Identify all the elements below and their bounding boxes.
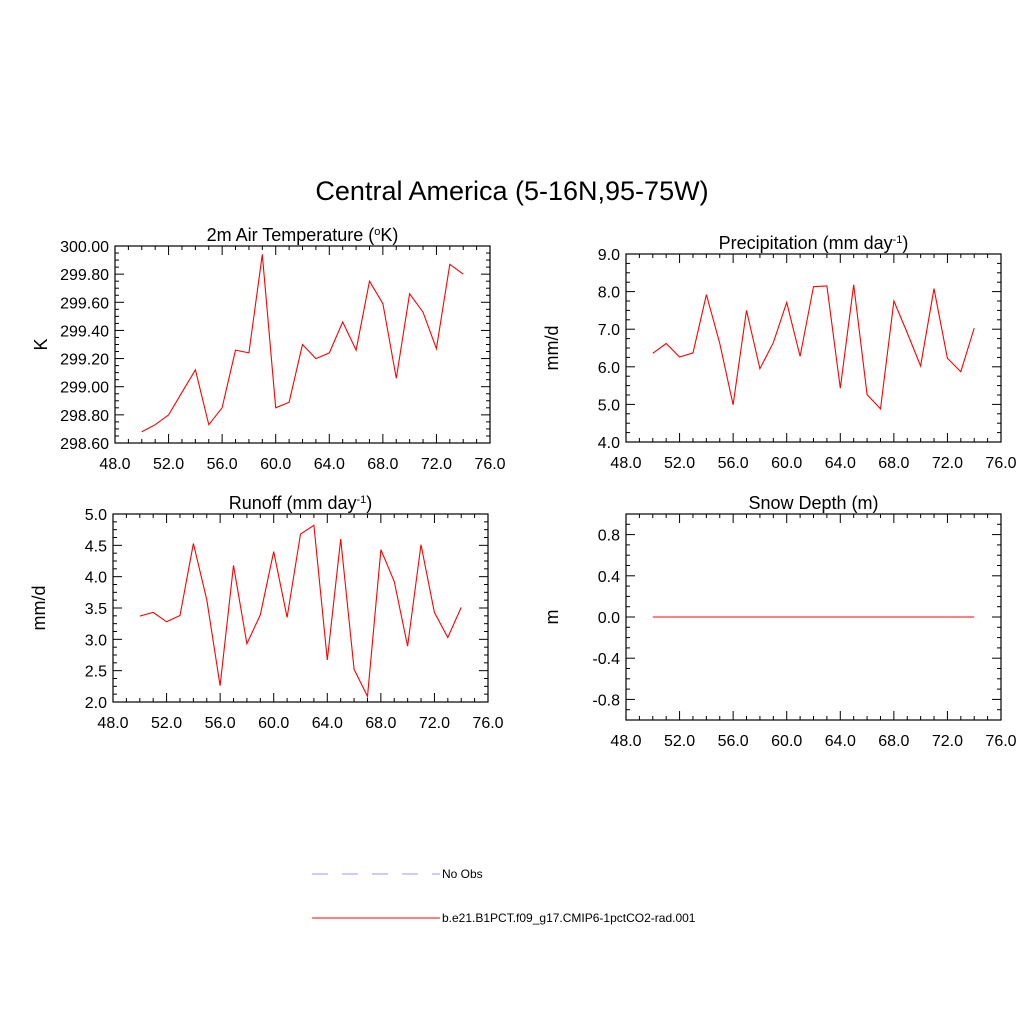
- panel-title-end: ): [366, 493, 372, 513]
- x-tick-label: 52.0: [153, 456, 184, 473]
- y-tick-label: 5.0: [85, 507, 107, 524]
- panel-title-base: Precipitation (mm day: [719, 233, 893, 253]
- legend-model-label: b.e21.B1PCT.f09_g17.CMIP6-1pctCO2-rad.00…: [442, 911, 696, 925]
- x-tick-label: 48.0: [97, 715, 128, 732]
- y-tick-label: 9.0: [598, 247, 620, 264]
- x-tick-label: 56.0: [207, 456, 238, 473]
- y-axis-label: K: [31, 338, 51, 350]
- panel-title-superscript: -1: [893, 234, 903, 246]
- y-tick-label: 299.40: [60, 323, 109, 340]
- x-tick-label: 48.0: [610, 733, 641, 750]
- x-tick-label: 68.0: [878, 455, 909, 472]
- plot-frame: [112, 513, 489, 703]
- series-line: [139, 524, 462, 699]
- panel-title: Runoff (mm day-1): [229, 493, 373, 513]
- x-tick-label: 72.0: [932, 733, 963, 750]
- y-tick-label: 3.0: [85, 632, 107, 649]
- x-tick-label: 60.0: [771, 455, 802, 472]
- x-tick-label: 48.0: [99, 456, 130, 473]
- y-tick-label: 8.0: [598, 285, 620, 302]
- series-line: [652, 284, 975, 411]
- x-tick-label: 52.0: [664, 455, 695, 472]
- y-tick-label: -0.8: [592, 692, 620, 709]
- panel-2: 48.0 52.0 56.0 60.0 64.0 68.0 72.0 76.0 4.0 5.0 6.…: [542, 233, 1017, 472]
- panels: 48.0 52.0 56.0 60.0 64.0 68.0 72.0 76.0 298.60 29…: [29, 225, 1017, 750]
- y-tick-label: 7.0: [598, 322, 620, 339]
- legend-obs-label: No Obs: [442, 867, 483, 881]
- x-tick-label: 68.0: [365, 715, 396, 732]
- x-tick-label: 76.0: [472, 715, 503, 732]
- y-tick-label: 0.4: [598, 569, 620, 586]
- panel-title-base: Snow Depth (m): [748, 493, 878, 513]
- y-tick-label: 0.0: [598, 610, 620, 627]
- y-tick-label: 298.60: [60, 436, 109, 453]
- x-tick-label: 72.0: [421, 456, 452, 473]
- y-tick-label: 0.8: [598, 528, 620, 545]
- x-tick-label: 52.0: [151, 715, 182, 732]
- y-tick-label: 300.00: [60, 239, 109, 256]
- x-tick-label: 64.0: [825, 455, 856, 472]
- legend: No Obs b.e21.B1PCT.f09_g17.CMIP6-1pctCO2…: [312, 867, 696, 925]
- panel-title-superscript: -1: [356, 494, 366, 506]
- figure-title: Central America (5-16N,95-75W): [315, 176, 708, 206]
- x-tick-label: 60.0: [258, 715, 289, 732]
- y-tick-label: 6.0: [598, 360, 620, 377]
- x-tick-label: 60.0: [260, 456, 291, 473]
- x-tick-label: 72.0: [419, 715, 450, 732]
- panel-title-superscript: o: [374, 226, 380, 238]
- series-line: [141, 254, 464, 433]
- y-tick-label: 2.5: [85, 664, 107, 681]
- x-tick-label: 48.0: [610, 455, 641, 472]
- panel-title-base: Runoff (mm day: [229, 493, 357, 513]
- y-tick-label: 299.60: [60, 295, 109, 312]
- y-tick-label: 299.20: [60, 352, 109, 369]
- x-tick-label: 76.0: [474, 456, 505, 473]
- x-tick-label: 68.0: [367, 456, 398, 473]
- panel-1: 48.0 52.0 56.0 60.0 64.0 68.0 72.0 76.0 298.60 29…: [31, 225, 506, 473]
- plot-frame: [625, 253, 1002, 443]
- y-tick-label: 4.0: [85, 570, 107, 587]
- panel-title-base: 2m Air Temperature (: [207, 225, 375, 245]
- x-tick-label: 56.0: [718, 733, 749, 750]
- panel-title-end: K): [380, 225, 398, 245]
- y-tick-label: 3.5: [85, 601, 107, 618]
- x-tick-label: 76.0: [985, 733, 1016, 750]
- y-tick-label: 2.0: [85, 695, 107, 712]
- x-tick-label: 56.0: [205, 715, 236, 732]
- x-tick-label: 76.0: [985, 455, 1016, 472]
- x-tick-label: 52.0: [664, 733, 695, 750]
- panel-title-end: ): [902, 233, 908, 253]
- panel-title: 2m Air Temperature (oK): [207, 225, 399, 245]
- x-tick-label: 64.0: [312, 715, 343, 732]
- x-tick-label: 56.0: [718, 455, 749, 472]
- y-tick-label: 298.80: [60, 408, 109, 425]
- x-tick-label: 68.0: [878, 733, 909, 750]
- panel-title: Precipitation (mm day-1): [719, 233, 909, 253]
- y-axis-label: mm/d: [29, 586, 49, 631]
- x-tick-label: 64.0: [825, 733, 856, 750]
- y-tick-label: 4.0: [598, 435, 620, 452]
- x-tick-label: 60.0: [771, 733, 802, 750]
- x-tick-label: 64.0: [314, 456, 345, 473]
- y-axis-label: m: [542, 610, 562, 625]
- y-tick-label: -0.4: [592, 651, 620, 668]
- y-tick-label: 299.00: [60, 380, 109, 397]
- panel-3: 48.0 52.0 56.0 60.0 64.0 68.0 72.0 76.0 2.0 2.5 3.…: [29, 493, 504, 732]
- y-tick-label: 4.5: [85, 538, 107, 555]
- panel-4: 48.0 52.0 56.0 60.0 64.0 68.0 72.0 76.0 -0.8 -0.4…: [542, 493, 1017, 750]
- y-tick-label: 5.0: [598, 397, 620, 414]
- panel-title: Snow Depth (m): [748, 493, 878, 513]
- x-tick-label: 72.0: [932, 455, 963, 472]
- y-tick-label: 299.80: [60, 267, 109, 284]
- y-axis-label: mm/d: [542, 326, 562, 371]
